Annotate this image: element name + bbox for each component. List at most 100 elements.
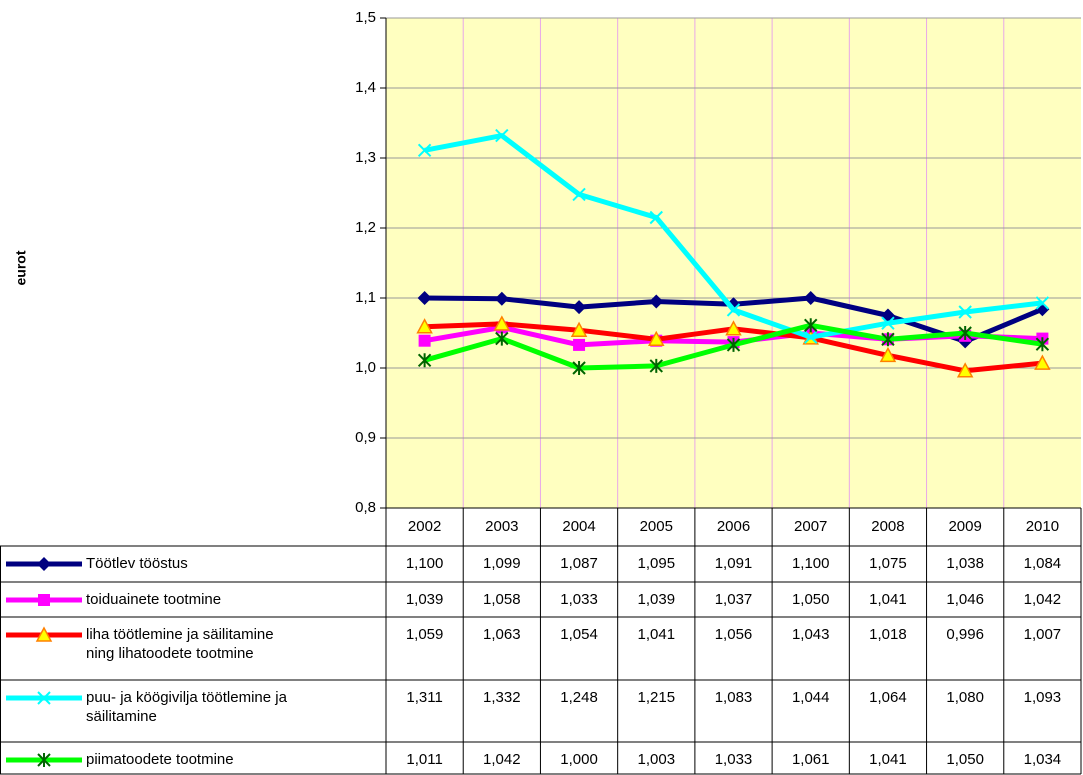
y-tick-label: 1,4 [355, 79, 376, 96]
data-label: 1,332 [483, 689, 521, 706]
marker [495, 331, 509, 346]
legend-label-box: liha töötlemine ja säilitamine ning liha… [86, 626, 274, 662]
marker [958, 326, 972, 340]
legend-label-box: toiduainete tootmine [86, 591, 221, 608]
data-label: 1,043 [792, 626, 830, 643]
marker [417, 353, 432, 368]
x-tick-label: 2002 [408, 518, 441, 535]
marker [572, 361, 586, 375]
data-label: 1,064 [869, 689, 907, 706]
y-tick-label: 1,3 [355, 149, 376, 166]
marker [1034, 354, 1051, 370]
marker [879, 346, 897, 363]
data-label: 1,091 [715, 555, 753, 572]
data-label: 1,215 [638, 689, 676, 706]
data-label: 1,095 [638, 555, 676, 572]
data-label: 1,042 [1024, 591, 1062, 608]
legend-label-box: piimatoodete tootmine [86, 751, 234, 768]
data-label: 1,248 [560, 689, 598, 706]
marker [725, 320, 742, 336]
marker [726, 303, 741, 317]
data-label: 1,033 [560, 591, 598, 608]
marker [494, 291, 509, 306]
legend-label: liha töötlemine ja säilitamine ning liha… [86, 626, 274, 662]
data-label: 1,044 [792, 689, 830, 706]
marker [572, 300, 587, 315]
y-tick-label: 0,9 [355, 429, 376, 446]
data-label: 1,041 [869, 591, 907, 608]
legend-label-box: Töötlev tööstus [86, 555, 188, 572]
data-label: 1,018 [869, 626, 907, 643]
marker [37, 753, 51, 767]
data-label: 1,311 [406, 689, 442, 706]
marker [418, 334, 431, 347]
data-label: 1,050 [946, 751, 984, 768]
marker [37, 691, 51, 705]
data-label: 1,033 [715, 751, 753, 768]
y-tick-label: 1,0 [355, 359, 376, 376]
data-label: 1,007 [1024, 626, 1062, 643]
data-label: 1,039 [638, 591, 676, 608]
data-label: 1,037 [715, 591, 753, 608]
data-label: 1,041 [869, 751, 907, 768]
marker [495, 128, 509, 143]
marker [572, 187, 586, 202]
legend-label: piimatoodete tootmine [86, 751, 234, 768]
marker [726, 337, 741, 352]
marker [648, 330, 665, 347]
data-label: 1,003 [638, 751, 676, 768]
data-label: 1,000 [560, 751, 598, 768]
legend-label: Töötlev tööstus [86, 555, 188, 572]
marker [1035, 337, 1050, 352]
data-label: 1,041 [638, 626, 676, 643]
data-label: 1,050 [792, 591, 830, 608]
data-label: 1,100 [792, 555, 830, 572]
marker [881, 332, 895, 347]
marker [649, 294, 664, 309]
data-label: 1,054 [560, 626, 598, 643]
marker [804, 318, 818, 333]
x-tick-label: 2006 [717, 518, 750, 535]
x-tick-label: 2007 [794, 518, 827, 535]
marker [649, 358, 663, 373]
marker [38, 594, 50, 606]
marker [956, 362, 974, 378]
marker [417, 143, 432, 158]
marker [958, 305, 972, 319]
data-label: 1,034 [1024, 751, 1062, 768]
y-tick-label: 0,8 [355, 499, 376, 516]
legend-label: puu- ja köögivilja töötlemine ja säilita… [86, 689, 287, 725]
x-tick-label: 2009 [948, 518, 981, 535]
data-label: 1,011 [406, 751, 442, 768]
data-label: 1,084 [1024, 555, 1062, 572]
marker [493, 315, 511, 331]
marker [573, 338, 586, 351]
data-label: 0,996 [946, 626, 984, 643]
marker [37, 557, 51, 571]
marker [881, 316, 895, 330]
marker [417, 291, 432, 305]
data-label: 1,061 [792, 751, 830, 768]
x-tick-label: 2008 [871, 518, 904, 535]
data-label: 1,058 [483, 591, 521, 608]
y-tick-label: 1,1 [355, 289, 376, 306]
x-tick-label: 2004 [562, 518, 595, 535]
y-axis-label: eurot [13, 250, 29, 285]
legend-label-box: puu- ja köögivilja töötlemine ja säilita… [86, 689, 287, 725]
data-label: 1,080 [946, 689, 984, 706]
data-label: 1,093 [1024, 689, 1062, 706]
data-label: 1,046 [946, 591, 984, 608]
marker [649, 210, 663, 225]
marker [1035, 296, 1050, 310]
marker [416, 318, 433, 334]
marker [570, 321, 588, 337]
data-label: 1,056 [715, 626, 753, 643]
data-label: 1,083 [715, 689, 753, 706]
data-label: 1,039 [406, 591, 444, 608]
data-label: 1,038 [946, 555, 984, 572]
data-label: 1,099 [483, 555, 521, 572]
plot-area [386, 18, 1081, 508]
data-label: 1,100 [406, 555, 444, 572]
data-label: 1,042 [483, 751, 521, 768]
